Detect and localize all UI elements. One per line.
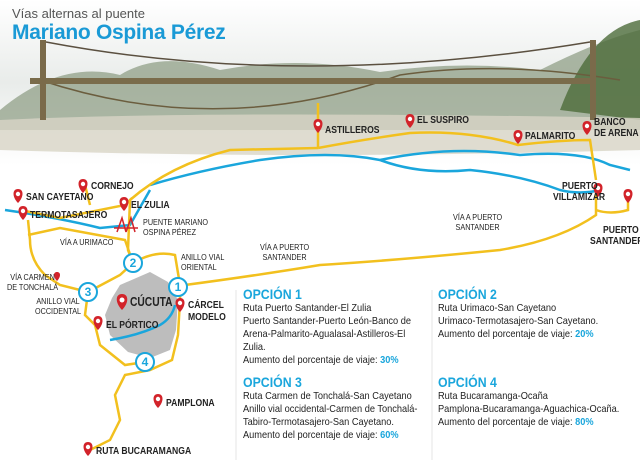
label-astilleros: ASTILLEROS: [325, 124, 380, 136]
option-increase: 20%: [575, 328, 594, 340]
option-2: OPCIÓN 2 Ruta Urimaco-San Cayetano Urima…: [438, 286, 614, 341]
annotation-anillo-oriental: ANILLO VIAL ORIENTAL: [181, 252, 225, 272]
pin-icon: [623, 189, 633, 203]
pin-icon: [18, 206, 28, 220]
option-increase: 60%: [380, 429, 399, 441]
label-carcel-1: CÁRCEL: [188, 299, 224, 311]
option-route: Ruta Puerto Santander-El Zulia: [243, 302, 372, 314]
page-title: Mariano Ospina Pérez: [12, 21, 226, 44]
option-title: OPCIÓN 2: [438, 286, 497, 302]
pin-icon: [175, 298, 185, 312]
label-carcel-2: MODELO: [188, 311, 226, 323]
pin-icon: [116, 294, 128, 310]
annotation-anillo-occidental: ANILLO VIAL OCCIDENTAL: [35, 296, 82, 316]
river: [4, 149, 631, 342]
option-detail: Anillo vial occidental-Carmen de Tonchal…: [243, 403, 418, 428]
bridge-photo: [0, 0, 640, 165]
option-detail: Pamplona-Bucaramanga-Aguachica-Ocaña.: [438, 403, 620, 415]
label-el-portico: EL PÓRTICO: [106, 319, 159, 331]
route-marker-3: 3: [78, 282, 98, 302]
pin-icon: [119, 197, 129, 211]
option-route: Ruta Urimaco-San Cayetano: [438, 302, 557, 314]
annotation-via-puerto-santander: VÍA A PUERTO SANTANDER: [260, 242, 310, 262]
option-3: OPCIÓN 3 Ruta Carmen de Tonchalá-San Cay…: [243, 374, 418, 441]
option-detail: Urimaco-Termotasajero-San Cayetano.: [438, 315, 599, 327]
label-puerto-villamizar-2: VILLAMIZAR: [553, 191, 606, 203]
option-4: OPCIÓN 4 Ruta Bucaramanga-Ocaña Pamplona…: [438, 374, 632, 429]
option-detail: Puerto Santander-Puerto León-Banco de Ar…: [243, 315, 411, 353]
label-puerto-santander-1: PUERTO: [603, 224, 639, 236]
bridge-icon: [114, 215, 138, 233]
route-marker-1: 1: [168, 277, 188, 297]
option-route: Ruta Carmen de Tonchalá-San Cayetano: [243, 390, 412, 402]
cucuta-area: [105, 272, 178, 358]
label-palmarito: PALMARITO: [525, 130, 576, 142]
pin-icon: [153, 394, 163, 408]
pin-icon: [593, 183, 603, 197]
pins: [13, 114, 633, 456]
pin-icon: [513, 130, 523, 144]
label-banco-de-arena-2: DE ARENA: [594, 127, 639, 139]
pin-icon: [93, 316, 103, 330]
pin-icon: [54, 272, 60, 281]
annotation-via-urimaco: VÍA A URIMACO: [60, 237, 114, 247]
annotation-via-puerto-santander: VÍA A PUERTO SANTANDER: [453, 212, 503, 232]
option-title: OPCIÓN 3: [243, 374, 302, 390]
subtitle: Vías alternas al puente: [12, 6, 145, 21]
option-increase: 30%: [380, 354, 399, 366]
label-el-suspiro: EL SUSPIRO: [417, 114, 469, 126]
option-title: OPCIÓN 4: [438, 374, 497, 390]
label-el-zulia: EL ZULIA: [131, 199, 170, 211]
pin-icon: [78, 179, 88, 193]
label-puerto-villamizar-1: PUERTO: [562, 180, 598, 192]
option-route: Ruta Bucaramanga-Ocaña: [438, 390, 548, 402]
label-pamplona: PAMPLONA: [166, 397, 215, 409]
label-termotasajero: TERMOTASAJERO: [30, 209, 108, 221]
option-1: OPCIÓN 1 Ruta Puerto Santander-El Zulia …: [243, 286, 419, 367]
label-ruta-bucaramanga: RUTA BUCARAMANGA: [96, 445, 192, 457]
label-cucuta: CÚCUTA: [130, 295, 173, 309]
route-marker-2: 2: [123, 253, 143, 273]
annotation-via-carmen: VÍA CARMEN DE TONCHALÁ: [7, 272, 59, 292]
pin-icon: [405, 114, 415, 128]
pin-icon: [13, 189, 23, 203]
pin-icon: [83, 442, 93, 456]
pin-icon: [313, 119, 323, 133]
label-puerto-santander-2: SANTANDER: [590, 235, 640, 247]
annotation-puente: PUENTE MARIANO OSPINA PÉREZ: [143, 217, 209, 237]
route-marker-4: 4: [135, 352, 155, 372]
pin-icon: [582, 121, 592, 135]
option-increase: 80%: [575, 416, 594, 428]
label-banco-de-arena-1: BANCO: [594, 116, 626, 128]
label-cornejo: CORNEJO: [91, 180, 134, 192]
label-san-cayetano: SAN CAYETANO: [26, 191, 94, 203]
option-title: OPCIÓN 1: [243, 286, 302, 302]
